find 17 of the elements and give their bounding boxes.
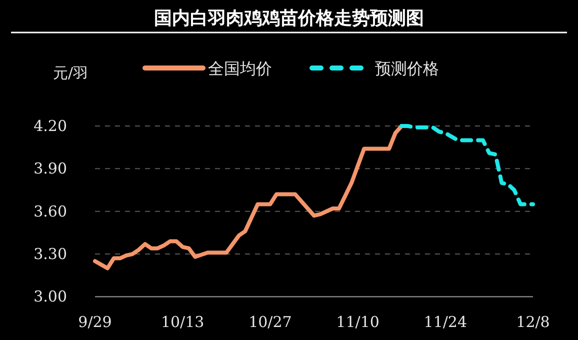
line-series <box>93 124 404 270</box>
y-tick-label: 4.20 <box>34 117 67 135</box>
y-tick-label: 3.00 <box>34 288 67 306</box>
line-series <box>400 124 535 206</box>
y-axis-title: 元/羽 <box>53 64 88 82</box>
x-tick-label: 9/29 <box>78 313 112 331</box>
y-tick-label: 3.90 <box>34 160 67 178</box>
x-tick-label: 12/8 <box>516 313 550 331</box>
x-tick-label: 11/10 <box>336 313 380 331</box>
y-tick-label: 3.30 <box>34 245 67 264</box>
x-tick-label: 11/24 <box>424 313 468 331</box>
legend-label: 全国均价 <box>208 59 272 78</box>
x-tick-label: 10/27 <box>248 313 292 331</box>
chart-title: 国内白羽肉鸡鸡苗价格走势预测图 <box>154 8 424 29</box>
y-tick-label: 3.60 <box>34 202 67 220</box>
x-tick-label: 10/13 <box>160 313 204 331</box>
legend-label: 预测价格 <box>375 59 439 78</box>
